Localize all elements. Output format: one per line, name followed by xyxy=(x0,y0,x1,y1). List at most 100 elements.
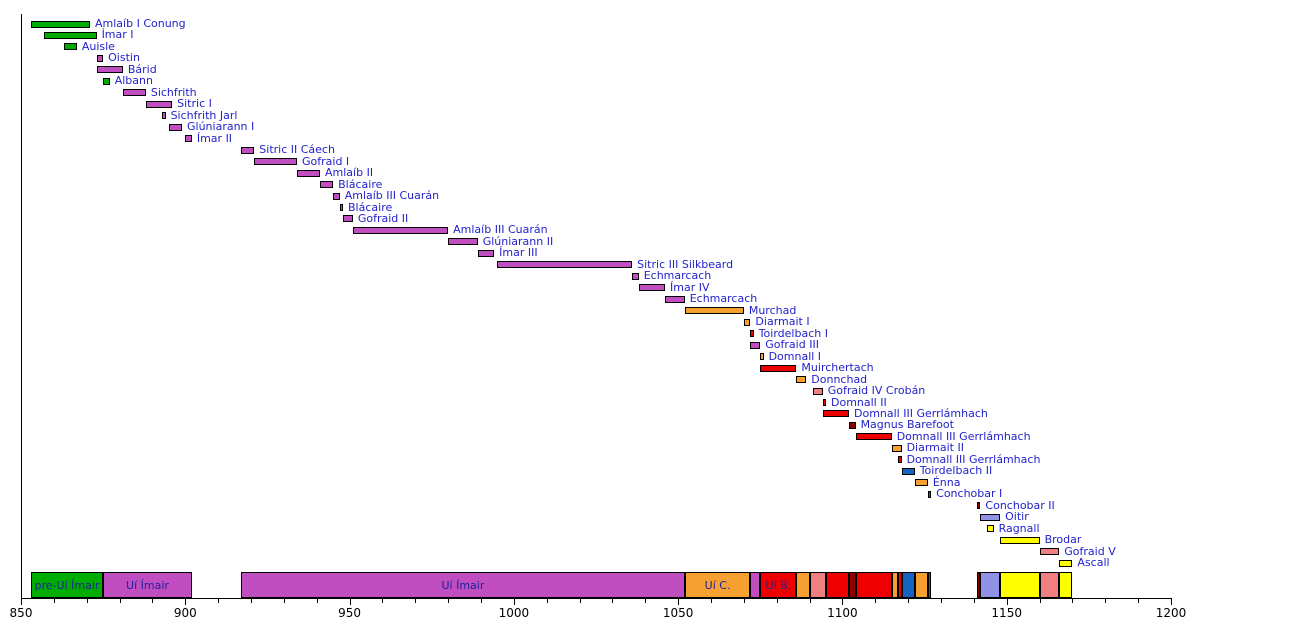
dynasty-band-label: Uí B. xyxy=(765,578,792,592)
reign-bar xyxy=(96,54,104,62)
dynasty-band-segment xyxy=(796,572,810,598)
x-axis-minor-tick xyxy=(1072,599,1074,603)
reign-label: Donnchad xyxy=(811,372,868,386)
reign-bar xyxy=(352,226,449,234)
dynasty-band-segment xyxy=(849,572,856,598)
x-axis-major-tick xyxy=(513,599,515,605)
dynasty-band-label: Uí Ímair xyxy=(126,578,169,592)
reign-label: Ascall xyxy=(1077,556,1110,570)
reign-label: Ímar I xyxy=(101,28,134,42)
reign-bar xyxy=(343,215,353,223)
reign-label: Sitric I xyxy=(177,97,212,111)
reign-bar xyxy=(665,295,685,303)
reign-label: Amlaíb III Cuarán xyxy=(344,189,440,203)
x-axis-tick-label: 950 xyxy=(338,606,362,620)
dynasty-band-label: pre-Uí Ímair xyxy=(34,578,100,592)
reign-bar xyxy=(987,525,994,533)
reign-label: Glúniarann I xyxy=(187,120,255,134)
dynasty-band-segment xyxy=(855,572,892,598)
reign-label: Sichfrith xyxy=(150,85,197,99)
reign-bar xyxy=(855,433,892,441)
reign-label: Domnall III Gerrlámhach xyxy=(854,406,988,420)
reign-bar xyxy=(750,341,761,349)
reign-label: Gofraid II xyxy=(357,211,409,225)
reign-bar xyxy=(333,192,340,200)
reign-bar xyxy=(320,181,334,189)
reign-bar xyxy=(1000,536,1040,544)
x-axis-minor-tick xyxy=(1039,599,1041,603)
reign-label: Conchobar II xyxy=(985,498,1055,512)
dynasty-band-segment: Uí Ímair xyxy=(103,572,192,598)
reign-label: Blácaire xyxy=(338,177,383,191)
x-axis-minor-tick xyxy=(218,599,220,603)
reign-label: Gofraid V xyxy=(1064,544,1116,558)
reign-label: Énna xyxy=(932,475,961,489)
reign-label: Ímar II xyxy=(196,131,233,145)
x-axis-minor-tick xyxy=(119,599,121,603)
dynasty-band-segment xyxy=(750,572,761,598)
reign-label: Ímar IV xyxy=(670,280,710,294)
reign-label: Blácaire xyxy=(348,200,393,214)
x-axis-minor-tick xyxy=(743,599,745,603)
reign-bar xyxy=(103,77,110,85)
x-axis-minor-tick xyxy=(579,599,581,603)
reign-label: Conchobar I xyxy=(936,487,1003,501)
reign-label: Amlaíb I Conung xyxy=(95,17,186,30)
reign-bar xyxy=(684,307,744,315)
reign-label: Sitric II Cáech xyxy=(259,143,335,157)
dynasty-band-segment xyxy=(980,572,1001,598)
reign-label: Domnall I xyxy=(768,349,822,363)
reign-label: Magnus Barefoot xyxy=(860,418,954,432)
reign-label: Diarmait I xyxy=(755,315,810,329)
reign-bar xyxy=(980,513,1001,521)
reign-bar xyxy=(632,272,639,280)
dynasty-band-segment xyxy=(809,572,826,598)
reign-label: Sichfrith Jarl xyxy=(170,108,238,122)
reign-label: Oistin xyxy=(108,51,140,65)
reign-bar xyxy=(254,158,297,166)
dynasty-band-segment xyxy=(1000,572,1040,598)
reign-bar xyxy=(812,387,823,395)
dynasty-band-segment: Uí B. xyxy=(760,572,797,598)
x-axis-major-tick xyxy=(349,599,351,605)
x-axis-minor-tick xyxy=(283,599,285,603)
reign-label: Echmarcach xyxy=(643,269,712,283)
reign-label: Ímar III xyxy=(499,246,538,260)
x-axis-minor-tick xyxy=(973,599,975,603)
reign-label: Diarmait II xyxy=(906,441,964,455)
reign-bar xyxy=(297,169,320,177)
x-axis-minor-tick xyxy=(941,599,942,603)
x-axis-tick-label: 900 xyxy=(173,606,197,620)
reign-bar xyxy=(914,479,928,487)
reign-label: Sitric III Silkbeard xyxy=(637,257,734,271)
dynasty-band-segment: pre-Uí Ímair xyxy=(30,572,104,598)
x-axis-major-tick xyxy=(185,599,187,605)
reign-label: Murchad xyxy=(748,303,797,317)
x-axis-tick-label: 1200 xyxy=(1155,606,1187,620)
reign-label: Muirchertach xyxy=(801,361,874,375)
x-axis-tick-label: 1050 xyxy=(662,606,694,620)
x-axis-line xyxy=(21,598,1172,599)
dynasty-band-segment xyxy=(914,572,928,598)
reign-bar xyxy=(63,43,77,51)
dynasty-band-segment xyxy=(1039,572,1060,598)
dynasty-band-segment xyxy=(1059,572,1073,598)
reign-label: Echmarcach xyxy=(689,292,758,306)
reign-label: Oitir xyxy=(1005,510,1029,524)
reign-bar xyxy=(185,135,192,143)
reign-label: Gofraid III xyxy=(765,338,819,352)
reign-bar xyxy=(849,421,856,429)
reign-bar xyxy=(241,146,255,154)
reign-bar xyxy=(891,444,902,452)
x-axis-major-tick xyxy=(842,599,844,605)
x-axis-minor-tick xyxy=(875,599,877,603)
reign-bar xyxy=(162,112,166,120)
reign-bar xyxy=(339,204,343,212)
x-axis-minor-tick xyxy=(251,599,252,603)
x-axis-minor-tick xyxy=(316,599,318,603)
dynasty-band-segment xyxy=(898,572,902,598)
x-axis-tick-label: 850 xyxy=(9,606,33,620)
reign-label: Toirdelbach I xyxy=(758,326,828,340)
reign-bar xyxy=(122,89,146,97)
reign-label: Gofraid IV Crobán xyxy=(827,384,926,398)
